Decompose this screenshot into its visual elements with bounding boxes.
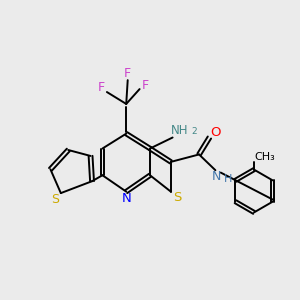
Text: F: F	[98, 81, 105, 94]
Text: S: S	[52, 193, 59, 206]
Text: F: F	[124, 67, 131, 80]
Text: F: F	[141, 79, 148, 92]
Text: N: N	[121, 192, 131, 205]
Text: NH: NH	[170, 124, 188, 136]
Text: N: N	[212, 170, 222, 183]
Text: H: H	[224, 173, 232, 184]
Text: S: S	[173, 191, 182, 204]
Text: O: O	[210, 126, 220, 139]
Text: CH₃: CH₃	[254, 152, 275, 162]
Text: 2: 2	[191, 127, 197, 136]
